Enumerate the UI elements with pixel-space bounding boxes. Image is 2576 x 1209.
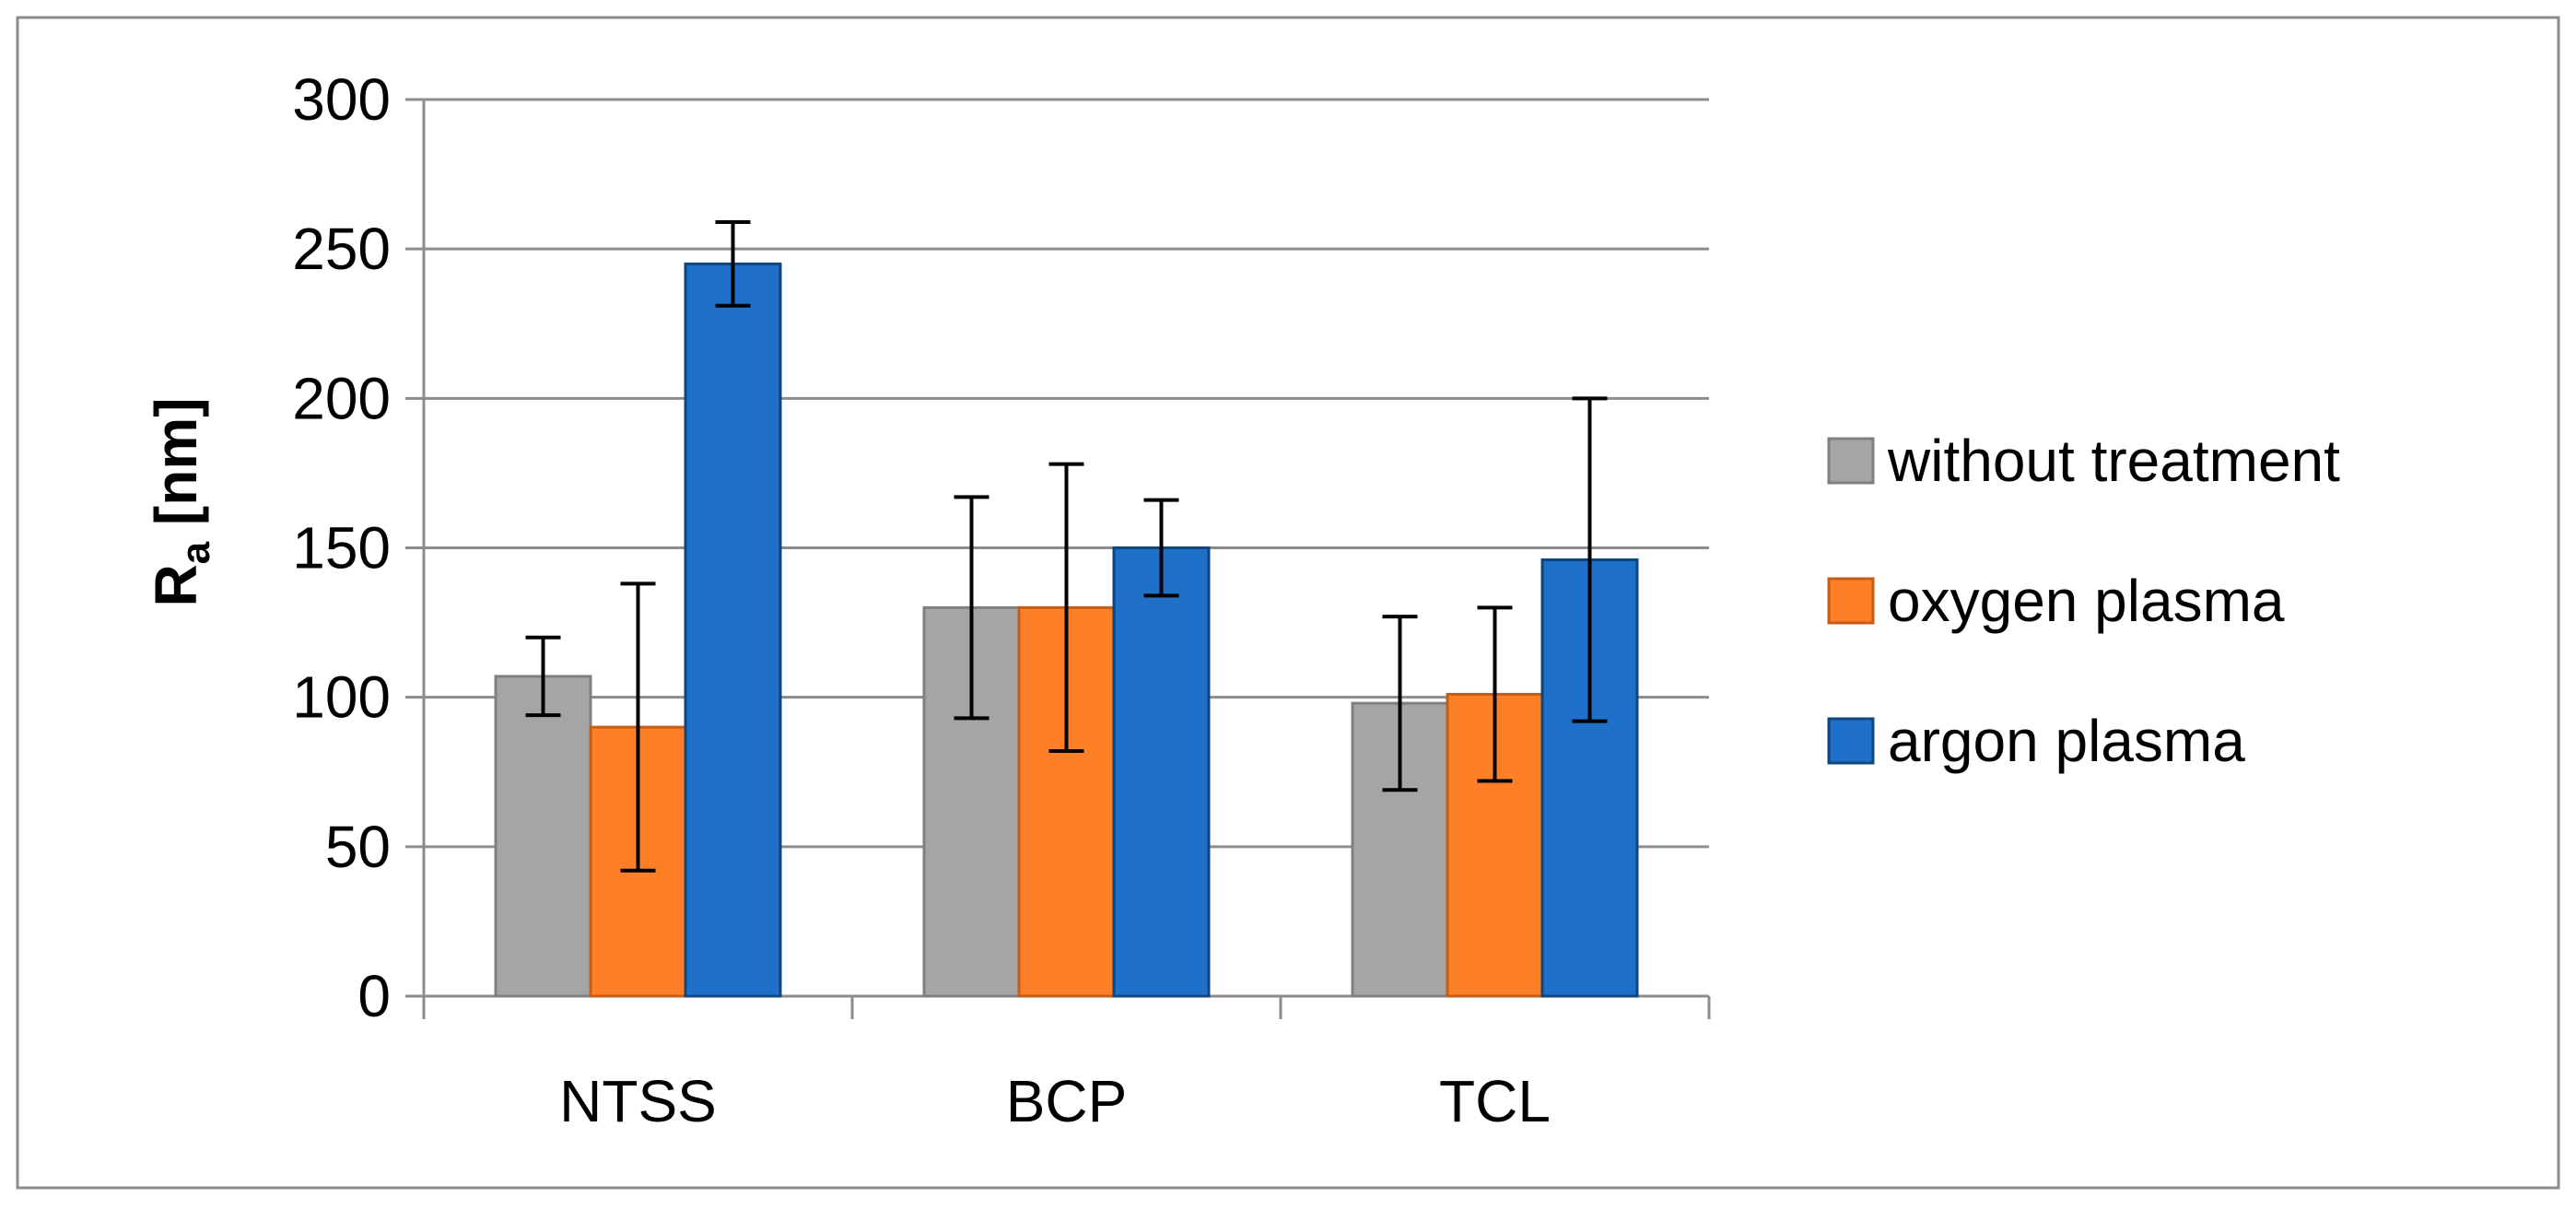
- y-tick-label: 200: [292, 365, 391, 431]
- y-tick-label: 150: [292, 515, 391, 581]
- bar-ntss-argon-plasma: [684, 262, 782, 998]
- tick-labels: 0 50 100 150 200 250 300 NTSS BCP TCL: [292, 66, 1551, 1134]
- legend: without treatment oxygen plasma argon plas…: [1827, 428, 2340, 774]
- error-bar-ntss-argon-plasma: [715, 219, 751, 308]
- bar-ntss-without-treatment: [494, 675, 592, 998]
- error-bar-bcp-oxygen-plasma: [1048, 462, 1084, 754]
- x-tick-label-tcl: TCL: [1439, 1068, 1551, 1134]
- error-bars: [525, 219, 1608, 873]
- y-axis-title-unit: [nm]: [143, 397, 209, 541]
- legend-swatch: [1827, 717, 1875, 765]
- y-tick-label: 250: [292, 216, 391, 282]
- legend-item-oxygen-plasma: oxygen plasma: [1827, 568, 2285, 634]
- y-axis-title: Ra [nm]: [143, 397, 218, 606]
- error-bar-tcl-without-treatment: [1382, 615, 1418, 792]
- legend-item-without-treatment: without treatment: [1827, 428, 2340, 494]
- legend-label: oxygen plasma: [1888, 568, 2285, 634]
- legend-label: argon plasma: [1888, 708, 2245, 774]
- error-bar-tcl-argon-plasma: [1572, 396, 1608, 723]
- chart-border: [16, 16, 2560, 1190]
- y-tick-label: 0: [357, 963, 391, 1029]
- y-tick-label: 100: [292, 664, 391, 731]
- error-bar-bcp-without-treatment: [954, 495, 989, 721]
- x-tick-label-ntss: NTSS: [559, 1068, 717, 1134]
- legend-item-argon-plasma: argon plasma: [1827, 708, 2245, 774]
- bar-bcp-argon-plasma: [1112, 546, 1211, 998]
- error-bar-bcp-argon-plasma: [1143, 498, 1179, 598]
- y-tick-label: 50: [325, 814, 391, 880]
- error-bar-ntss-without-treatment: [525, 635, 561, 718]
- legend-label: without treatment: [1887, 428, 2340, 494]
- y-tick-label: 300: [292, 66, 391, 133]
- y-axis-title-sub: a: [173, 541, 218, 564]
- y-axis-title-main: R: [143, 564, 209, 606]
- legend-swatch: [1827, 577, 1875, 625]
- legend-swatch: [1827, 437, 1875, 485]
- error-bar-tcl-oxygen-plasma: [1477, 605, 1513, 783]
- x-tick-label-bcp: BCP: [1006, 1068, 1128, 1134]
- error-bar-ntss-oxygen-plasma: [620, 581, 656, 873]
